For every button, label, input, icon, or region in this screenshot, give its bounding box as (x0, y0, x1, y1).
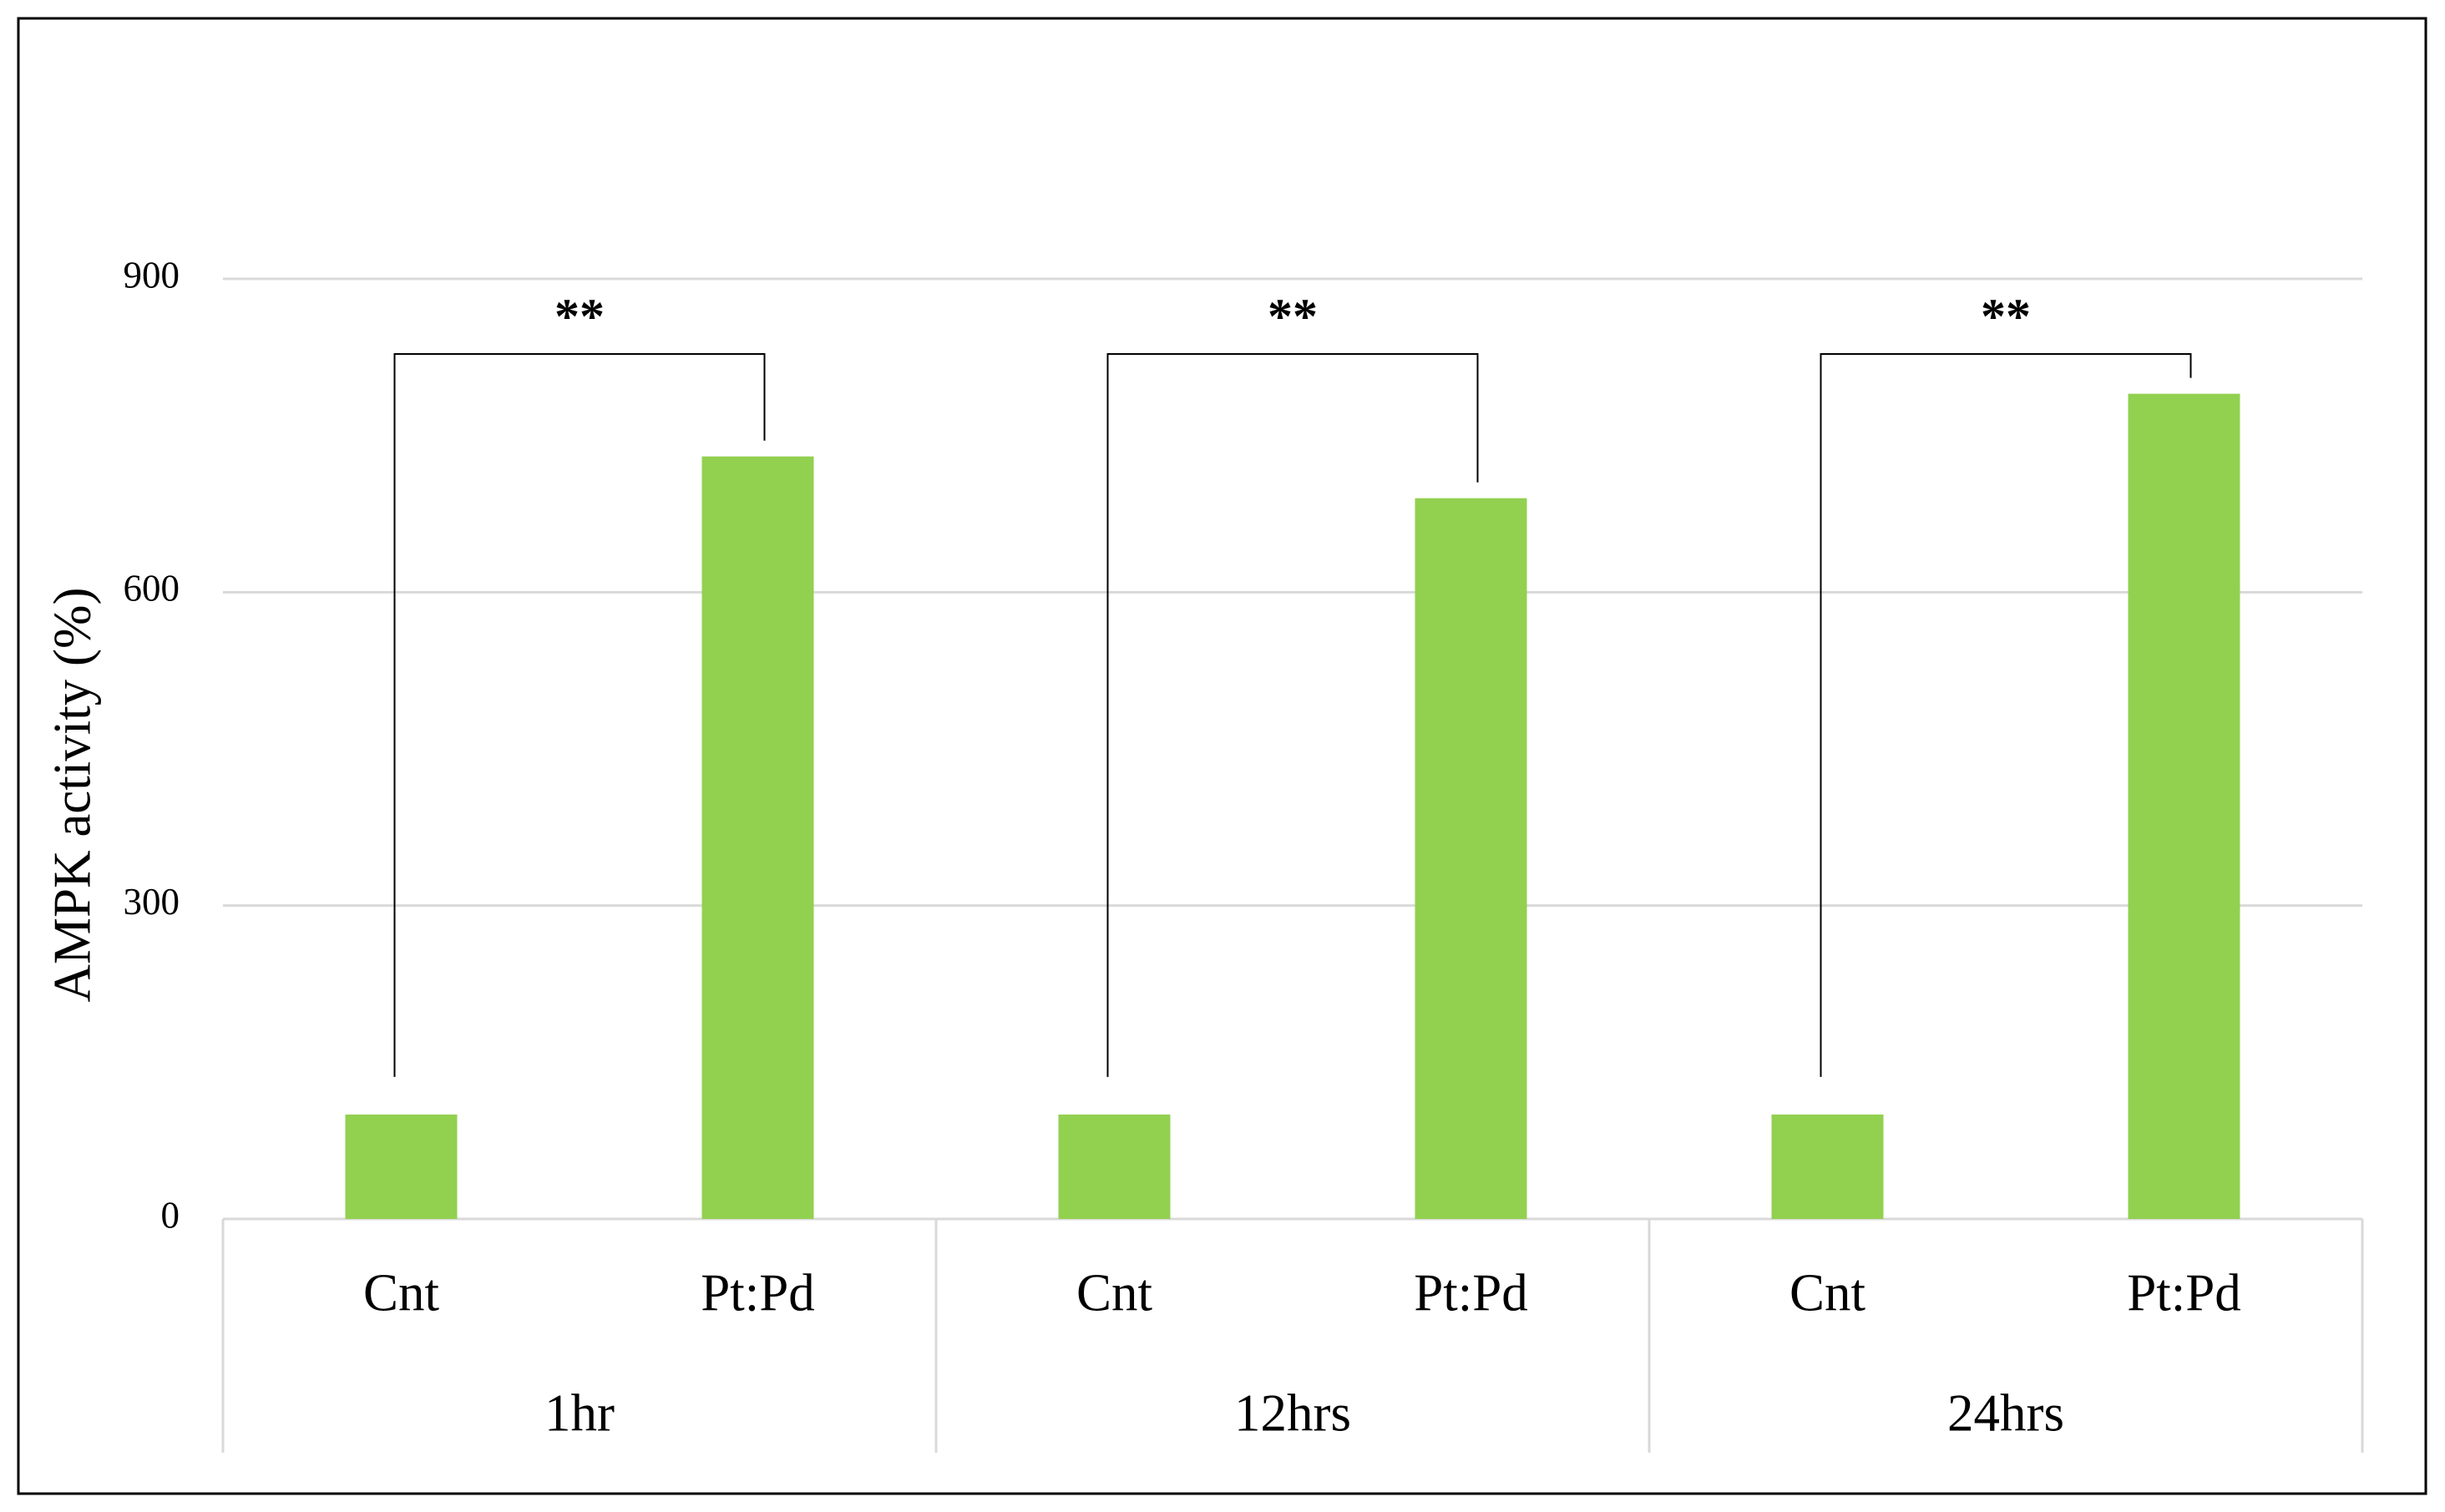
x-tick-label: Cnt (1789, 1263, 1866, 1322)
significance-bracket (393, 353, 766, 1077)
group-label: 12hrs (1234, 1383, 1351, 1442)
significance-label: ** (554, 289, 605, 344)
group-label: 24hrs (1947, 1383, 2064, 1442)
bar (2128, 393, 2240, 1220)
significance-label: ** (1981, 289, 2031, 344)
significance-bracket (1820, 353, 2192, 1077)
x-tick-label: Cnt (363, 1263, 440, 1322)
y-axis-title: AMPK activity (%) (43, 588, 101, 1003)
bar (1415, 498, 1527, 1219)
y-tick-label: 0 (161, 1194, 180, 1236)
y-tick-label: 900 (124, 254, 180, 296)
bar (1058, 1114, 1171, 1219)
significance-bracket (1106, 353, 1479, 1077)
significance-label: ** (1268, 289, 1318, 344)
chart-border (17, 17, 2427, 1495)
y-tick-label: 300 (124, 881, 180, 923)
x-tick-label: Pt:Pd (2127, 1263, 2241, 1322)
x-tick-label: Pt:Pd (701, 1263, 815, 1322)
bar (345, 1114, 458, 1219)
y-tick-label: 600 (124, 568, 180, 609)
bar (701, 456, 814, 1219)
group-label: 1hr (544, 1383, 615, 1442)
bar (1771, 1114, 1884, 1219)
x-tick-label: Pt:Pd (1414, 1263, 1528, 1322)
x-tick-label: Cnt (1076, 1263, 1153, 1322)
